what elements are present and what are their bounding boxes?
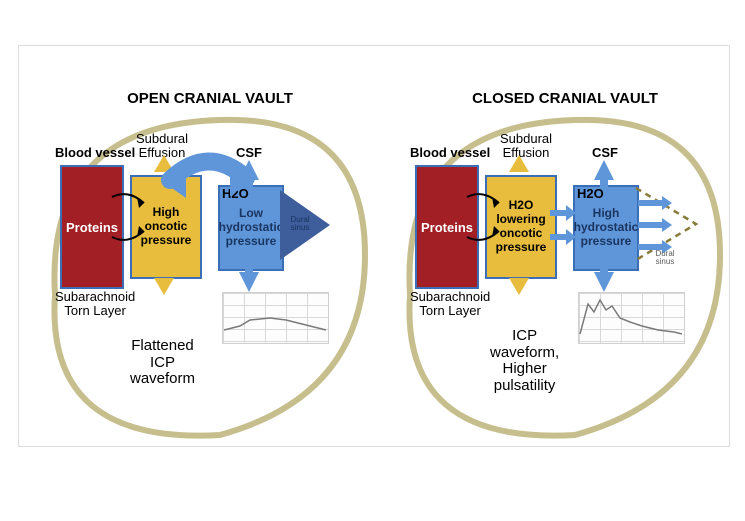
- right-waveform-label: ICP waveform, Higher pulsatility: [490, 328, 559, 394]
- left-title: OPEN CRANIAL VAULT: [100, 90, 320, 107]
- left-dural-label: Dural sinus: [285, 216, 315, 232]
- right-hydro-arrows-icon: [573, 158, 635, 294]
- right-blood-vessel-label: Blood vessel: [410, 146, 490, 160]
- left-subdural-arrow-icon: [160, 150, 260, 210]
- right-subarachnoid-label: Subarachnoid Torn Layer: [410, 290, 490, 319]
- left-waveform-line: [222, 292, 327, 342]
- right-h2o-small-arrows-icon: [548, 200, 578, 250]
- right-protein-arrows-icon: [465, 185, 505, 265]
- diagram-canvas: OPEN CRANIAL VAULT Blood vessel Subdural…: [0, 0, 745, 521]
- right-waveform-line: [578, 292, 683, 342]
- left-waveform-label: Flattened ICP waveform: [130, 338, 195, 388]
- right-dural-label: Dural sinus: [650, 250, 680, 266]
- right-title: CLOSED CRANIAL VAULT: [455, 90, 675, 107]
- left-subarachnoid-label: Subarachnoid Torn Layer: [55, 290, 135, 319]
- left-protein-arrows-icon: [110, 185, 150, 265]
- left-blood-vessel-label: Blood vessel: [55, 146, 135, 160]
